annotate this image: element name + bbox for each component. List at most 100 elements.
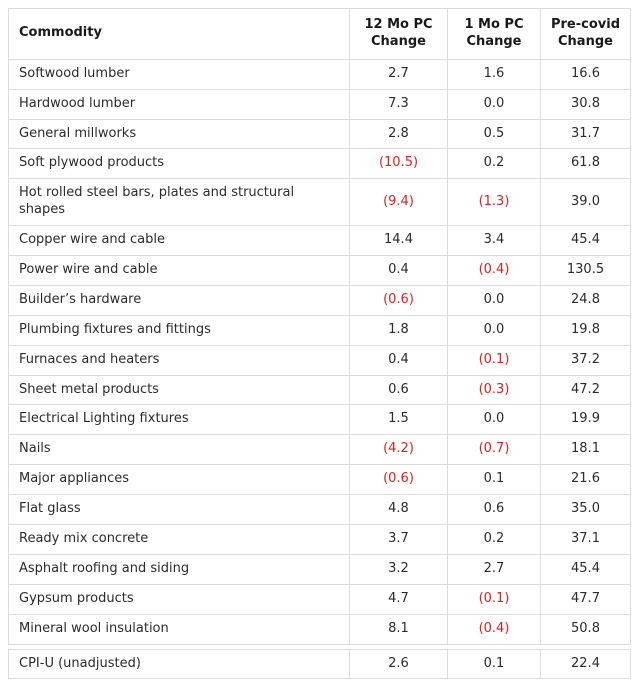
column-header-1mo-change: 1 Mo PC Change	[447, 8, 541, 60]
commodity-cell: Hardwood lumber	[8, 88, 350, 120]
value-cell: 7.3	[349, 88, 448, 120]
table-body: Softwood lumber 2.7 1.6 16.6 Hardwood lumber…	[8, 58, 631, 680]
value-cell: 19.8	[540, 314, 631, 346]
table-row: Ready mix concrete 3.7 0.2 37.1	[8, 524, 631, 555]
value-cell: 0.2	[447, 148, 541, 180]
value-cell: 2.6	[349, 648, 448, 680]
value-cell: 19.9	[540, 404, 631, 436]
value-cell: (0.3)	[447, 374, 541, 406]
table-row: Asphalt roofing and siding 3.2 2.7 45.4	[8, 553, 631, 585]
table-row: Power wire and cable 0.4 (0.4) 130.5	[8, 255, 631, 286]
value-cell: (0.1)	[447, 583, 541, 615]
value-cell: 2.7	[447, 553, 541, 585]
commodity-cell: Nails	[8, 434, 350, 466]
table-row: Softwood lumber 2.7 1.6 16.6	[8, 58, 631, 90]
value-cell: 3.2	[349, 553, 448, 585]
summary-row: CPI-U (unadjusted) 2.6 0.1 22.4	[8, 648, 631, 680]
commodity-cell: Major appliances	[8, 464, 350, 496]
commodity-price-table-wrapper: Commodity 12 Mo PC Change 1 Mo PC Change…	[8, 8, 631, 680]
value-cell: (0.6)	[349, 284, 448, 316]
value-cell: 0.0	[447, 88, 541, 120]
value-cell: 21.6	[540, 464, 631, 496]
value-cell: 35.0	[540, 494, 631, 526]
value-cell: 0.0	[447, 314, 541, 346]
commodity-cell: Ready mix concrete	[8, 524, 350, 555]
value-cell: 50.8	[540, 613, 631, 645]
value-cell: 0.0	[447, 284, 541, 316]
table-row: Nails (4.2) (0.7) 18.1	[8, 434, 631, 466]
table-row: Builder’s hardware (0.6) 0.0 24.8	[8, 284, 631, 316]
value-cell: 18.1	[540, 434, 631, 466]
value-cell: 8.1	[349, 613, 448, 645]
value-cell: 0.6	[349, 374, 448, 406]
value-cell: 1.6	[447, 58, 541, 90]
commodity-cell: Softwood lumber	[8, 58, 350, 90]
value-cell: 1.8	[349, 314, 448, 346]
value-cell: 31.7	[540, 118, 631, 150]
value-cell: 30.8	[540, 88, 631, 120]
column-header-precovid-change: Pre-covid Change	[540, 8, 631, 60]
table-row: General millworks 2.8 0.5 31.7	[8, 118, 631, 150]
value-cell: 14.4	[349, 225, 448, 257]
value-cell: 16.6	[540, 58, 631, 90]
value-cell: 0.4	[349, 255, 448, 286]
commodity-cell: Asphalt roofing and siding	[8, 553, 350, 585]
commodity-cell: Electrical Lighting fixtures	[8, 404, 350, 436]
value-cell: (1.3)	[447, 178, 541, 227]
column-header-12mo-change: 12 Mo PC Change	[349, 8, 448, 60]
commodity-cell: CPI-U (unadjusted)	[8, 648, 350, 680]
value-cell: 0.2	[447, 524, 541, 555]
table-row: Soft plywood products (10.5) 0.2 61.8	[8, 148, 631, 180]
value-cell: 4.7	[349, 583, 448, 615]
table-row: Flat glass 4.8 0.6 35.0	[8, 494, 631, 526]
value-cell: 1.5	[349, 404, 448, 436]
value-cell: 4.8	[349, 494, 448, 526]
value-cell: (9.4)	[349, 178, 448, 227]
value-cell: 0.6	[447, 494, 541, 526]
value-cell: 47.7	[540, 583, 631, 615]
column-header-commodity: Commodity	[8, 8, 350, 60]
value-cell: 45.4	[540, 553, 631, 585]
table-row: Major appliances (0.6) 0.1 21.6	[8, 464, 631, 496]
value-cell: (0.7)	[447, 434, 541, 466]
value-cell: 3.7	[349, 524, 448, 555]
table-row: Mineral wool insulation 8.1 (0.4) 50.8	[8, 613, 631, 645]
value-cell: 47.2	[540, 374, 631, 406]
value-cell: (0.1)	[447, 344, 541, 376]
table-row: Plumbing fixtures and fittings 1.8 0.0 19.8	[8, 314, 631, 346]
value-cell: 45.4	[540, 225, 631, 257]
value-cell: 2.7	[349, 58, 448, 90]
value-cell: 3.4	[447, 225, 541, 257]
value-cell: 61.8	[540, 148, 631, 180]
value-cell: 37.1	[540, 524, 631, 555]
table-row: Hardwood lumber 7.3 0.0 30.8	[8, 88, 631, 120]
commodity-cell: Hot rolled steel bars, plates and struct…	[8, 178, 350, 227]
value-cell: (0.6)	[349, 464, 448, 496]
table-row: Furnaces and heaters 0.4 (0.1) 37.2	[8, 344, 631, 376]
value-cell: 0.0	[447, 404, 541, 436]
value-cell: 130.5	[540, 255, 631, 286]
commodity-cell: Builder’s hardware	[8, 284, 350, 316]
value-cell: 0.4	[349, 344, 448, 376]
value-cell: 0.1	[447, 464, 541, 496]
table-row: Sheet metal products 0.6 (0.3) 47.2	[8, 374, 631, 406]
commodity-cell: Copper wire and cable	[8, 225, 350, 257]
table-row: Hot rolled steel bars, plates and struct…	[8, 178, 631, 227]
value-cell: (4.2)	[349, 434, 448, 466]
value-cell: (0.4)	[447, 613, 541, 645]
value-cell: 24.8	[540, 284, 631, 316]
value-cell: 39.0	[540, 178, 631, 227]
commodity-cell: Furnaces and heaters	[8, 344, 350, 376]
header-row: Commodity 12 Mo PC Change 1 Mo PC Change…	[8, 8, 631, 60]
table-row: Copper wire and cable 14.4 3.4 45.4	[8, 225, 631, 257]
value-cell: (10.5)	[349, 148, 448, 180]
commodity-cell: Plumbing fixtures and fittings	[8, 314, 350, 346]
value-cell: 37.2	[540, 344, 631, 376]
value-cell: 0.5	[447, 118, 541, 150]
commodity-cell: Soft plywood products	[8, 148, 350, 180]
commodity-cell: Power wire and cable	[8, 255, 350, 286]
commodity-cell: Gypsum products	[8, 583, 350, 615]
commodity-cell: Mineral wool insulation	[8, 613, 350, 645]
commodity-cell: General millworks	[8, 118, 350, 150]
value-cell: (0.4)	[447, 255, 541, 286]
